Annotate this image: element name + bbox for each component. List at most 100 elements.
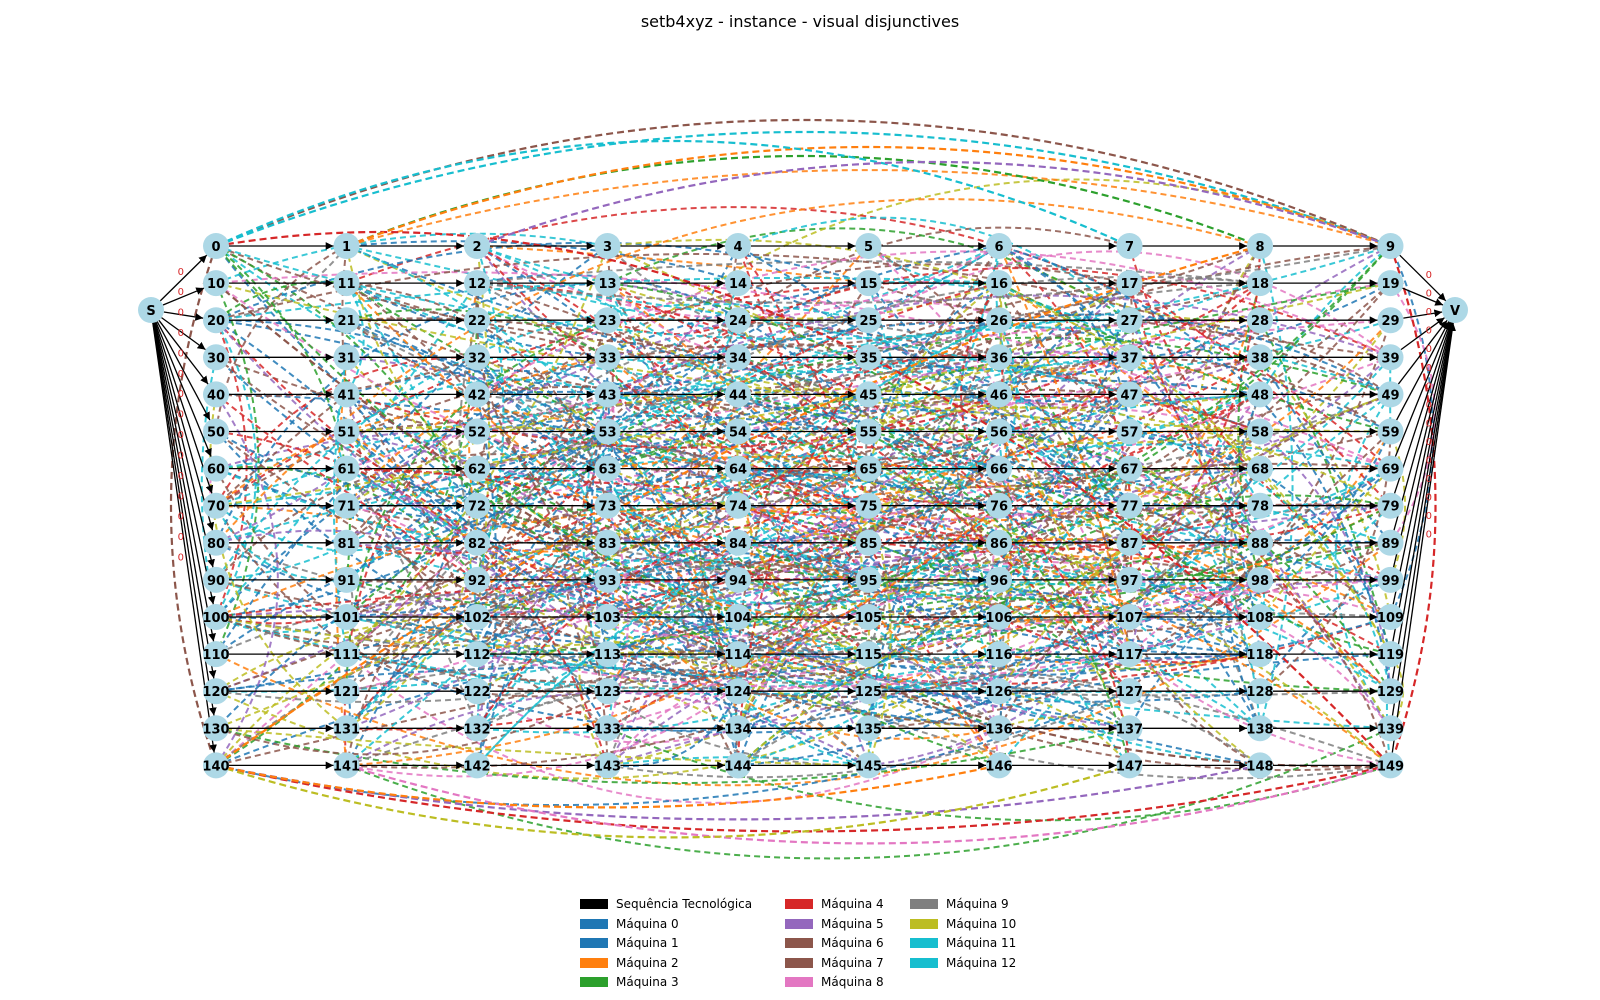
disjunctive-edge — [998, 468, 1391, 767]
operation-node: 20 — [203, 307, 229, 334]
disjunctive-edge — [868, 250, 1392, 359]
disjunctive-edge — [346, 616, 739, 693]
node-circle — [464, 418, 490, 445]
disjunctive-edge — [606, 616, 869, 767]
operation-node: 128 — [1246, 678, 1274, 705]
node-circle — [203, 752, 229, 779]
node-label: V — [1450, 304, 1460, 319]
node-label: 40 — [207, 388, 225, 403]
operation-node: 133 — [594, 715, 621, 742]
operation-node: 103 — [594, 604, 621, 630]
disjunctive-edge — [998, 716, 1130, 730]
operation-node: 62 — [464, 455, 490, 482]
zero-weight-label: 0 — [178, 471, 184, 482]
disjunctive-edge — [215, 118, 1391, 248]
node-label: 76 — [990, 500, 1008, 515]
disjunctive-edge — [998, 245, 1391, 581]
disjunctive-edge — [215, 282, 608, 544]
disjunctive-edge — [867, 430, 1391, 532]
sink-edge — [1403, 309, 1443, 319]
disjunctive-edge — [215, 244, 1261, 767]
node-circle — [1116, 715, 1143, 742]
disjunctive-edge — [606, 356, 1000, 730]
disjunctive-edge — [1129, 282, 1391, 359]
legend-entry: Máquina 3 — [580, 973, 679, 991]
legend-swatch — [785, 899, 813, 909]
operation-node: 15 — [855, 270, 882, 297]
node-label: 147 — [1116, 759, 1143, 774]
node-circle — [464, 641, 490, 668]
operation-node: 89 — [1377, 529, 1404, 556]
node-circle — [1116, 418, 1143, 445]
operation-node: 124 — [724, 678, 752, 705]
disjunctive-edge — [737, 226, 1130, 321]
node-circle — [203, 529, 229, 556]
node-circle — [855, 418, 882, 445]
node-circle — [855, 752, 882, 779]
node-circle — [1116, 455, 1143, 482]
disjunctive-edge — [476, 430, 739, 496]
operation-node: 131 — [333, 715, 360, 742]
node-label: 43 — [598, 388, 616, 403]
operation-node: 78 — [1247, 492, 1273, 519]
disjunctive-edge — [476, 393, 1261, 618]
operation-node: 92 — [464, 566, 490, 593]
disjunctive-edge — [215, 467, 348, 544]
sink-edge — [1396, 321, 1450, 421]
node-label: 79 — [1381, 500, 1399, 515]
node-circle — [1116, 641, 1143, 668]
disjunctive-edge — [215, 578, 869, 618]
node-label: 131 — [333, 722, 360, 737]
disjunctive-edge — [345, 393, 739, 581]
operation-node: 111 — [333, 641, 360, 668]
operation-node: 61 — [333, 455, 360, 482]
disjunctive-edge — [476, 245, 869, 581]
node-circle — [1442, 297, 1468, 323]
disjunctive-edge — [607, 503, 1391, 618]
node-label: 44 — [729, 388, 747, 403]
zero-weight-label: 0 — [178, 430, 184, 441]
disjunctive-edge — [607, 504, 1261, 587]
node-circle — [464, 455, 490, 482]
disjunctive-edge — [607, 579, 739, 624]
legend-entry: Máquina 12 — [910, 954, 1016, 972]
disjunctive-edge — [1259, 356, 1392, 544]
operation-node: 28 — [1247, 307, 1273, 334]
disjunctive-edge — [215, 542, 1131, 780]
node-circle — [333, 529, 360, 556]
node-label: 92 — [468, 574, 486, 589]
disjunctive-edge — [346, 542, 870, 778]
legend-entry: Máquina 1 — [580, 934, 679, 952]
legend-entry: Máquina 4 — [785, 895, 884, 913]
disjunctive-edge — [476, 616, 1261, 688]
node-circle — [725, 270, 751, 297]
operation-node: 104 — [724, 604, 752, 630]
node-label: 60 — [207, 463, 225, 478]
disjunctive-edge — [998, 393, 1392, 767]
zero-weight-label: 0 — [1426, 381, 1432, 392]
node-label: 19 — [1381, 277, 1399, 292]
source-edge — [162, 287, 205, 306]
disjunctive-edge — [1128, 245, 1391, 581]
disjunctive-edge — [998, 356, 1130, 376]
operation-node: 79 — [1377, 492, 1404, 519]
node-label: 57 — [1120, 426, 1138, 441]
operation-node: 47 — [1116, 381, 1143, 408]
legend-label: Máquina 6 — [821, 936, 884, 950]
node-label: 51 — [337, 426, 355, 441]
operation-node: 72 — [464, 492, 490, 519]
disjunctive-edge — [737, 467, 1261, 655]
node-circle — [1377, 233, 1404, 259]
operation-node: 87 — [1116, 529, 1143, 556]
node-circle — [1377, 344, 1404, 371]
disjunctive-edge — [346, 578, 1391, 696]
node-label: 39 — [1381, 351, 1399, 366]
node-label: 116 — [985, 648, 1012, 663]
node-label: 55 — [859, 426, 877, 441]
disjunctive-edge — [1334, 393, 1392, 729]
operation-node: 120 — [202, 678, 230, 705]
node-circle — [594, 418, 621, 445]
node-label: 102 — [463, 611, 490, 626]
disjunctive-edge — [476, 427, 869, 507]
